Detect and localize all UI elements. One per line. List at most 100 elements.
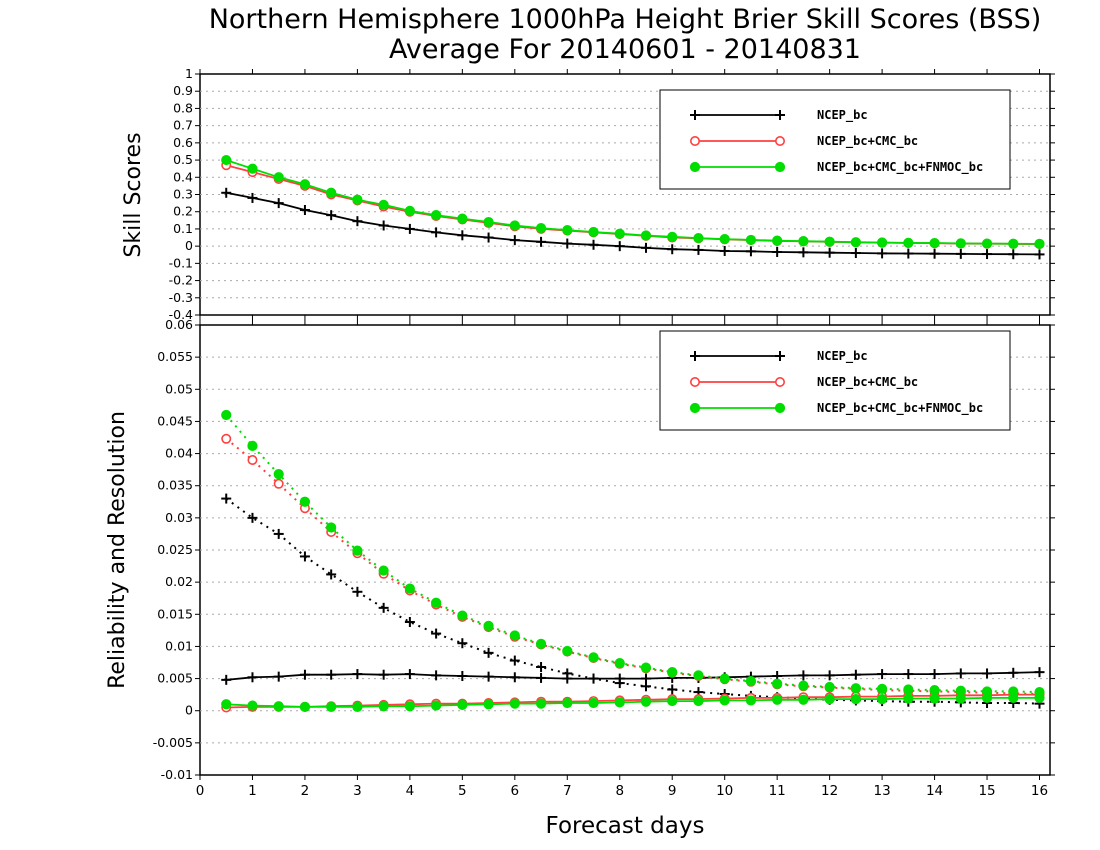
bottom-xtick-label: 0 <box>196 783 205 799</box>
bottom-legend: NCEP_bc NCEP_bc+CMC_bc NCEP_bc+CMC_bc+FNMO… <box>659 330 1011 431</box>
top-series-point <box>483 216 494 228</box>
bottom-series-point <box>903 669 914 680</box>
bottom-series-point <box>667 667 678 678</box>
bottom-xtick-label: 8 <box>615 783 624 799</box>
bottom-series-point <box>640 673 651 684</box>
top-series-point <box>745 246 756 257</box>
bottom-xtick-label: 12 <box>821 783 838 799</box>
top-series-point <box>903 248 914 259</box>
bottom-series-point <box>640 696 652 707</box>
top-series-point <box>798 247 809 258</box>
bottom-series-point <box>378 669 389 680</box>
bottom-series-point <box>457 610 468 621</box>
bottom-series-point <box>352 701 363 712</box>
bottom-series-point <box>221 409 232 421</box>
top-legend-label: NCEP_bc <box>817 108 868 123</box>
bottom-series-point <box>299 669 310 680</box>
top-series-point <box>326 210 337 221</box>
bottom-series-point <box>483 699 494 710</box>
bottom-series-point <box>981 692 993 703</box>
bottom-legend-box <box>659 330 1011 431</box>
top-series-point <box>876 237 888 248</box>
top-series-point <box>588 239 599 250</box>
top-ytick-label: -0.2 <box>169 273 193 288</box>
top-series-point <box>955 238 966 249</box>
top-series-point <box>667 231 678 242</box>
top-series-point <box>772 246 783 257</box>
bottom-series-point <box>693 695 704 707</box>
top-legend-marker <box>775 110 785 120</box>
bottom-series-point <box>877 669 888 680</box>
top-series-point <box>326 187 337 198</box>
top-series-point <box>299 204 310 215</box>
bottom-series-point <box>457 699 468 711</box>
bottom-series-point <box>1034 692 1045 703</box>
top-series-point <box>1034 249 1045 260</box>
bottom-series-point <box>1008 692 1019 703</box>
top-series-point <box>614 241 625 252</box>
bottom-series-point <box>326 522 337 533</box>
bottom-series-point <box>719 695 730 706</box>
top-panel: -0.4 -0.3 -0.2 -0.1 0 0.1 0.2 0.3 0.4 0.5 0.6 0.7 0.… <box>169 66 1055 322</box>
bottom-series-point <box>667 684 678 695</box>
top-series-point <box>929 237 940 249</box>
bottom-series-point <box>1034 667 1045 678</box>
bottom-xtick-label: 11 <box>769 783 786 799</box>
bottom-series-point <box>352 586 363 597</box>
bottom-series-point <box>614 658 625 669</box>
top-series-point <box>640 242 651 253</box>
top-series-point <box>221 187 232 198</box>
bottom-xtick-label: 15 <box>978 783 995 799</box>
top-series-point <box>247 163 258 174</box>
top-ytick-label: 0.7 <box>173 118 193 133</box>
bottom-series-point <box>798 680 809 691</box>
bottom-series-point <box>326 569 337 580</box>
top-series-point <box>509 220 520 231</box>
top-series-point <box>588 226 599 238</box>
top-series-point <box>850 237 861 248</box>
bottom-series-point <box>404 669 415 680</box>
bottom-legend-marker <box>689 376 700 387</box>
top-series-point <box>536 236 547 247</box>
top-ytick-label: -0.1 <box>169 255 193 270</box>
bottom-series-point <box>745 695 757 706</box>
top-series-point <box>352 216 363 227</box>
top-ytick-label: 0 <box>185 238 193 253</box>
bottom-xtick-label: 9 <box>668 783 677 799</box>
bottom-series-point <box>247 672 258 683</box>
bottom-ytick-label: 0.005 <box>157 671 193 686</box>
top-ytick-label: 0.4 <box>173 169 193 184</box>
bottom-xtick-label: 10 <box>716 783 733 799</box>
top-series-point <box>431 227 442 238</box>
bottom-ytick-label: 0.03 <box>165 510 193 525</box>
bottom-series-point <box>247 440 258 451</box>
bottom-series-point <box>221 433 232 444</box>
top-series-point <box>562 225 573 236</box>
top-ytick-label: 0.3 <box>173 187 193 202</box>
top-series-point <box>1034 238 1045 250</box>
bottom-series-point <box>850 683 861 694</box>
chart-subtitle: Average For 20140601 - 20140831 <box>389 34 861 65</box>
top-series-point <box>745 234 757 246</box>
bottom-xtick-label: 2 <box>301 783 310 799</box>
top-series-point <box>955 248 966 259</box>
bottom-series-point <box>431 700 442 711</box>
bottom-xtick-label: 14 <box>926 783 943 799</box>
bottom-series-point <box>431 628 442 639</box>
bottom-ytick-label: 0.035 <box>157 478 193 493</box>
bottom-series-point <box>667 695 678 707</box>
top-legend-label: NCEP_bc+CMC_bc+FNMOC_bc <box>817 160 983 175</box>
bottom-series-point <box>247 700 258 711</box>
bottom-series-point <box>326 701 337 712</box>
bottom-series-point <box>850 694 861 705</box>
bottom-series-point <box>772 678 783 689</box>
top-series-point <box>378 220 389 231</box>
top-legend-marker <box>690 110 700 120</box>
bottom-series-point <box>509 698 520 709</box>
top-series-point <box>273 198 284 209</box>
top-series-point <box>824 236 835 247</box>
top-legend-marker <box>774 136 785 147</box>
bottom-series-point <box>509 655 520 666</box>
top-series-point <box>1008 238 1019 249</box>
top-series-point <box>903 237 914 248</box>
